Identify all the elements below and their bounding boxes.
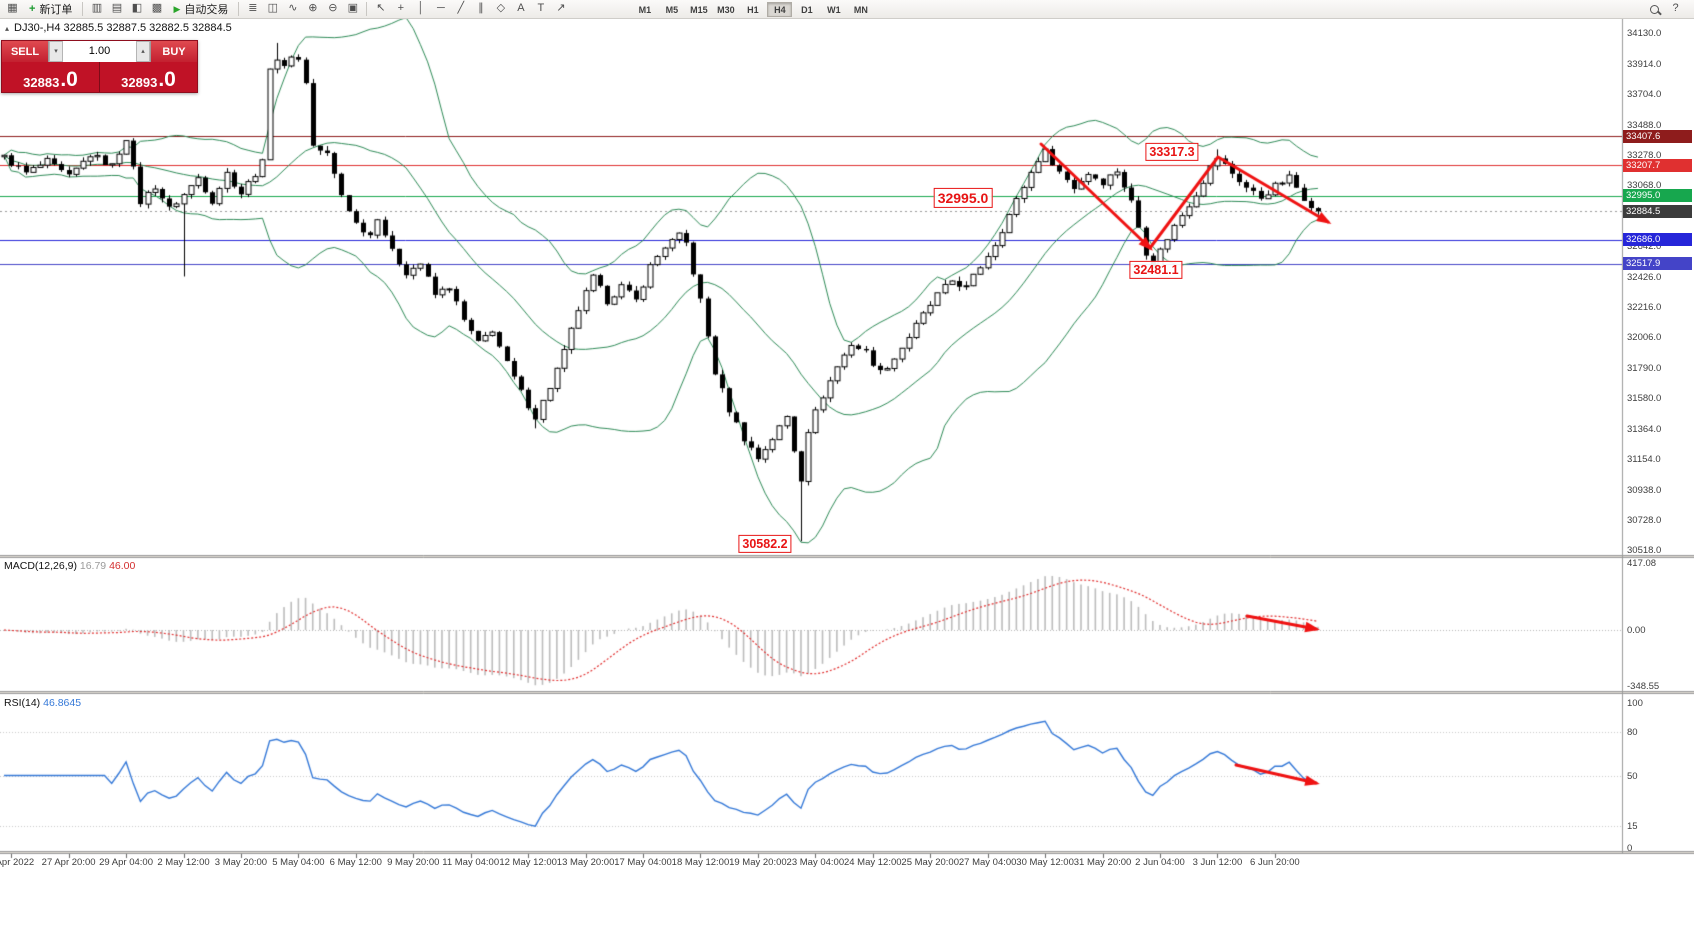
chart-window-icon[interactable]: ▦ (7, 2, 18, 14)
cursor-icon[interactable]: ↖ (376, 2, 386, 14)
horizontal-line-icon[interactable]: ─ (436, 2, 445, 14)
sell-price-pips: .0 (60, 68, 78, 92)
buy-price-main: 32893 (121, 75, 158, 90)
search-icon[interactable] (1650, 4, 1659, 14)
macd-name: MACD(12,26,9) (4, 560, 77, 572)
vertical-line-icon[interactable]: │ (417, 2, 425, 14)
new-order-button[interactable]: + 新订单 (23, 1, 78, 18)
help-icon[interactable]: ? (1672, 2, 1679, 14)
toolbar-separator (82, 2, 84, 16)
arrow-tool-icon[interactable]: ↗ (556, 2, 566, 14)
timeframe-button-h4[interactable]: H4 (767, 1, 793, 17)
zoom-in-icon[interactable]: ⊕ (308, 2, 318, 14)
timeframe-button-d1[interactable]: D1 (801, 4, 813, 15)
bar-chart-icon[interactable]: ≣ (248, 2, 258, 14)
rsi-indicator-label: RSI(14) 46.8645 (4, 697, 81, 709)
trendline-icon[interactable]: ╱ (457, 2, 465, 14)
line-chart-icon[interactable]: ∿ (288, 2, 298, 14)
timeframe-button-m15[interactable]: M15 (690, 4, 708, 15)
buy-price-button[interactable]: 32893 .0 (100, 62, 197, 92)
volume-decrease-button[interactable]: ▾ (49, 41, 63, 62)
chart-symbol-info: ▴ DJ30-,H4 32885.5 32887.5 32882.5 32884… (5, 22, 232, 34)
macd-indicator-label: MACD(12,26,9) 16.79 46.00 (4, 560, 135, 572)
data-window-icon[interactable]: ▤ (111, 2, 123, 14)
oneclick-toggle-icon[interactable]: ▴ (5, 23, 10, 33)
autotrade-button[interactable]: ▶ 自动交易 (167, 1, 234, 18)
autotrade-play-icon: ▶ (173, 3, 181, 14)
timeframe-button-m1[interactable]: M1 (638, 4, 652, 15)
sell-price-main: 32883 (23, 75, 60, 90)
rsi-value: 46.8645 (43, 697, 82, 709)
crosshair-icon[interactable]: + (397, 2, 405, 14)
timeframe-group: M1 M5 M15 M30 H1 H4 D1 W1 MN (631, 1, 874, 17)
timeframe-button-w1[interactable]: W1 (827, 4, 841, 15)
main-toolbar: ▦ + 新订单 ▥ ▤ ◧ ▩ ▶ 自动交易 ≣ ◫ ∿ ⊕ ⊖ ▣ ↖ + │ ─ ╱ ∥ ◇ A T ↗ M1… (0, 0, 1694, 19)
tile-windows-icon[interactable]: ▣ (347, 2, 359, 14)
terminal-icon[interactable]: ▩ (151, 2, 163, 14)
toolbar-separator (238, 2, 240, 16)
sell-button[interactable]: SELL (2, 41, 48, 62)
volume-increase-button[interactable]: ▴ (136, 41, 150, 62)
text-icon[interactable]: A (517, 2, 525, 14)
one-click-trade-panel: SELL ▾ 1.00 ▴ BUY 32883 .0 32893 .0 (1, 40, 198, 93)
buy-price-pips: .0 (158, 68, 176, 92)
new-order-label: 新订单 (39, 4, 73, 16)
timeframe-button-mn[interactable]: MN (853, 4, 868, 15)
macd-signal-value: 46.00 (109, 560, 136, 572)
zoom-out-icon[interactable]: ⊖ (328, 2, 338, 14)
sell-price-button[interactable]: 32883 .0 (2, 62, 100, 92)
navigator-icon[interactable]: ◧ (131, 2, 143, 14)
new-order-icon: + (29, 3, 36, 15)
volume-field: ▾ 1.00 ▴ (48, 41, 151, 62)
timeframe-button-m5[interactable]: M5 (665, 4, 679, 15)
timeframe-button-h1[interactable]: H1 (747, 4, 759, 15)
shapes-icon[interactable]: ◇ (496, 2, 506, 14)
toolbar-separator (366, 2, 368, 16)
macd-main-value: 16.79 (79, 560, 107, 572)
volume-value[interactable]: 1.00 (88, 45, 111, 57)
symbol-ohlc-text: DJ30-,H4 32885.5 32887.5 32882.5 32884.5 (14, 22, 232, 34)
channel-icon[interactable]: ∥ (478, 2, 484, 14)
buy-button[interactable]: BUY (151, 41, 197, 62)
autotrade-label: 自动交易 (184, 4, 229, 16)
candlestick-chart-icon[interactable]: ◫ (267, 2, 279, 14)
timeframe-button-m30[interactable]: M30 (717, 4, 735, 15)
label-icon[interactable]: T (537, 2, 545, 14)
market-watch-icon[interactable]: ▥ (91, 2, 103, 14)
rsi-name: RSI(14) (4, 697, 41, 709)
